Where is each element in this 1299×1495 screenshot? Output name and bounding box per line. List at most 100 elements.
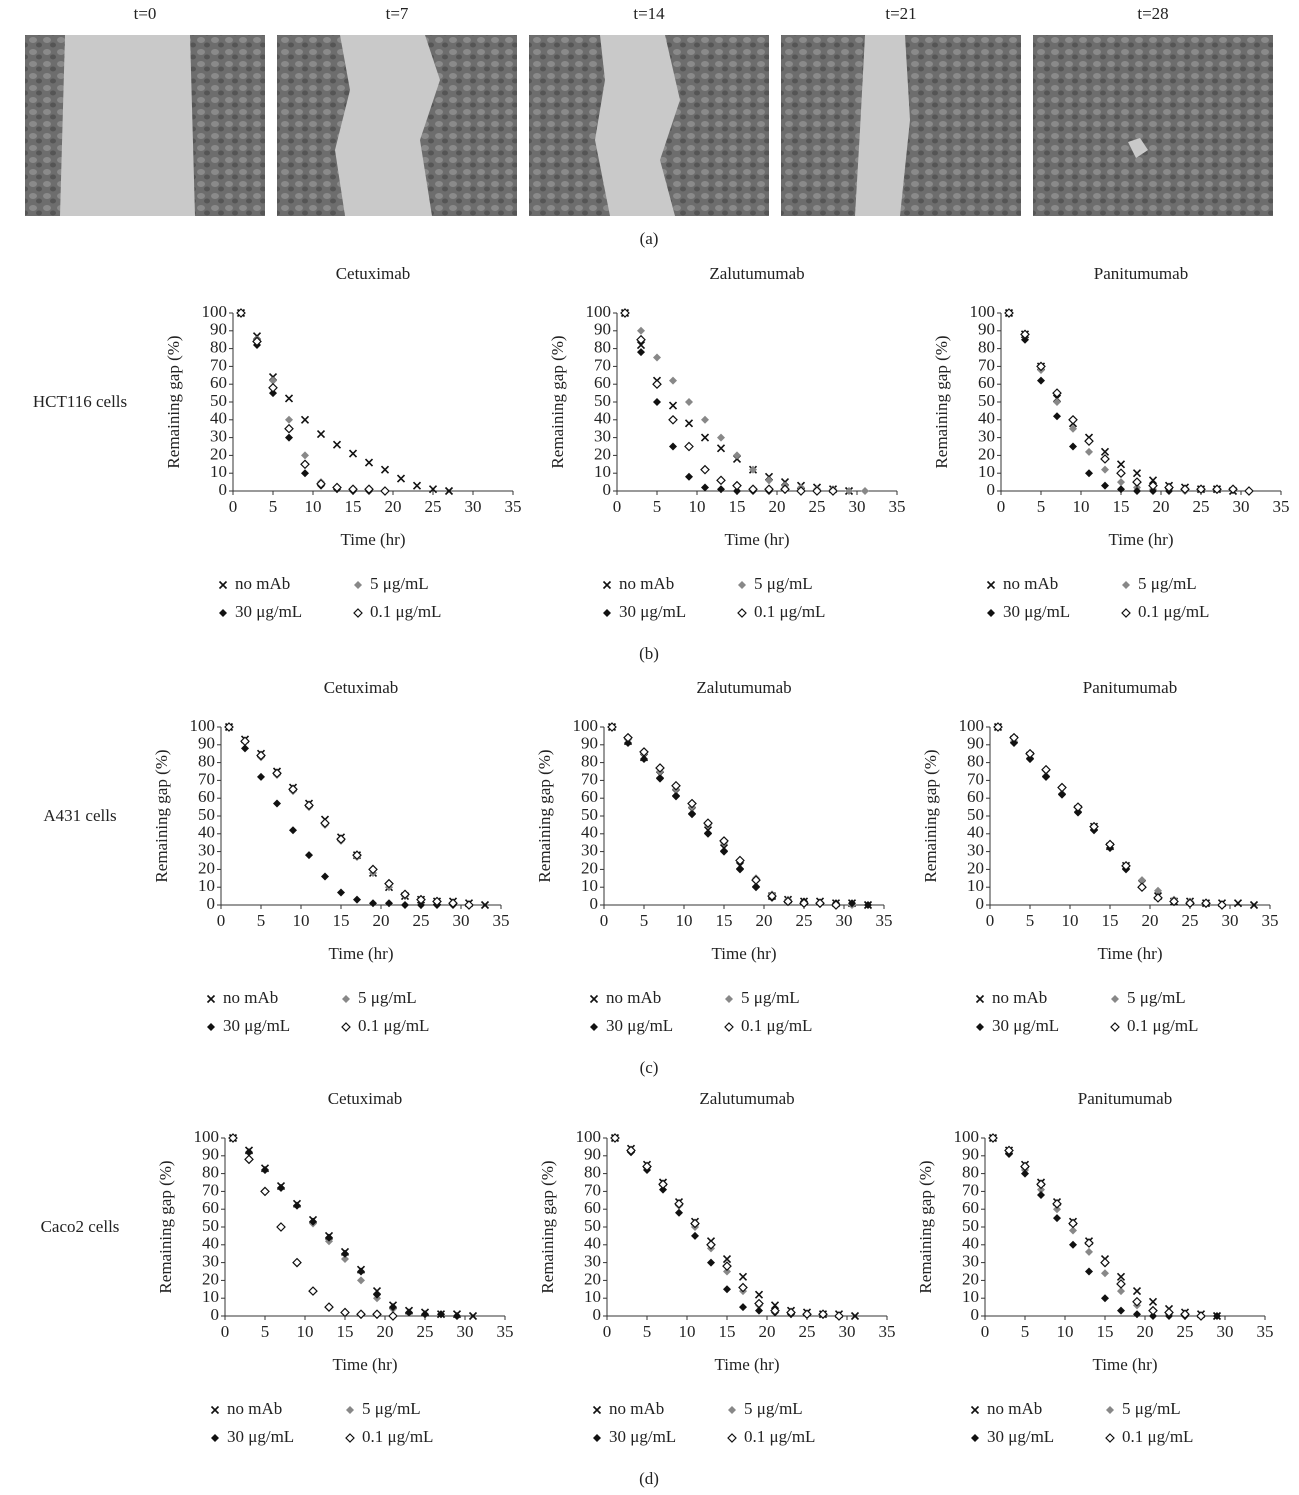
- y-tick-label: 90: [581, 734, 598, 753]
- y-tick-label: 70: [202, 1180, 219, 1199]
- marker: [672, 792, 680, 801]
- marker: [400, 889, 410, 900]
- legend-label: 5 μg/mL: [754, 574, 813, 593]
- x-tick-label: 15: [333, 911, 350, 930]
- legend-marker: [593, 1434, 601, 1442]
- marker: [687, 798, 697, 809]
- legend-marker: [724, 1022, 734, 1032]
- marker: [703, 818, 713, 828]
- marker: [754, 1290, 764, 1299]
- y-tick-label: 90: [962, 1145, 979, 1164]
- y-tick-label: 60: [584, 1198, 601, 1217]
- marker: [373, 1290, 381, 1299]
- y-tick-label: 50: [967, 805, 984, 824]
- legend-label: 30 μg/mL: [992, 1016, 1059, 1035]
- y-tick-label: 100: [573, 716, 599, 735]
- legend-label: no mAb: [609, 1399, 664, 1418]
- marker: [754, 1298, 764, 1309]
- marker: [401, 901, 409, 909]
- y-tick-label: 50: [584, 1216, 601, 1235]
- y-tick-label: 80: [584, 1163, 601, 1182]
- marker: [653, 398, 661, 406]
- marker: [783, 896, 793, 907]
- marker: [1057, 782, 1067, 793]
- marker: [300, 459, 310, 470]
- marker: [241, 744, 249, 753]
- y-tick-label: 60: [978, 373, 995, 392]
- marker: [396, 474, 406, 483]
- marker: [1117, 485, 1125, 494]
- marker: [720, 847, 728, 856]
- marker: [292, 1257, 302, 1268]
- marker: [1148, 480, 1158, 491]
- marker: [717, 433, 725, 442]
- marker: [224, 722, 234, 732]
- marker: [1085, 1267, 1093, 1276]
- legend-label: 5 μg/mL: [744, 1399, 803, 1418]
- legend-marker: [975, 994, 985, 1004]
- marker: [276, 1222, 286, 1232]
- marker: [1073, 802, 1083, 812]
- marker: [674, 1199, 684, 1209]
- legend-marker: [737, 608, 747, 618]
- y-axis-label: Remaining gap (%): [156, 1160, 175, 1293]
- x-tick-label: 35: [1257, 1322, 1274, 1341]
- legend-label: 30 μg/mL: [227, 1427, 294, 1446]
- marker: [245, 1148, 253, 1157]
- marker: [1021, 335, 1029, 344]
- x-tick-label: 10: [1073, 497, 1090, 516]
- legend-label: 5 μg/mL: [358, 988, 417, 1007]
- y-tick-label: 100: [190, 716, 216, 735]
- x-axis-label: Time (hr): [714, 1355, 779, 1374]
- marker: [324, 1302, 334, 1312]
- image-label: t=0: [134, 4, 157, 23]
- marker: [388, 1311, 398, 1321]
- legend-label: no mAb: [619, 574, 674, 593]
- marker: [332, 482, 342, 493]
- marker: [1101, 1294, 1109, 1303]
- y-tick-label: 40: [202, 1234, 219, 1253]
- marker: [288, 784, 298, 795]
- marker: [1154, 886, 1162, 895]
- marker: [802, 1309, 812, 1320]
- marker: [468, 1311, 478, 1321]
- marker: [1069, 1226, 1077, 1235]
- legend-label: 5 μg/mL: [1122, 1399, 1181, 1418]
- marker: [637, 326, 645, 335]
- chart-title: Zalutumumab: [709, 264, 804, 283]
- x-tick-label: 10: [293, 911, 310, 930]
- marker: [1244, 486, 1254, 496]
- y-axis-label: Remaining gap (%): [538, 1160, 557, 1293]
- marker: [256, 750, 266, 761]
- marker: [1105, 839, 1115, 850]
- marker: [348, 484, 358, 495]
- x-tick-label: 10: [1062, 911, 1079, 930]
- legend-label: 5 μg/mL: [741, 988, 800, 1007]
- marker: [707, 1258, 715, 1267]
- x-tick-label: 5: [653, 497, 662, 516]
- marker: [1025, 748, 1035, 759]
- marker: [1116, 460, 1126, 469]
- y-tick-label: 40: [978, 409, 995, 428]
- chart-title: Zalutumumab: [699, 1089, 794, 1108]
- marker: [706, 1239, 716, 1250]
- y-tick-label: 60: [202, 1198, 219, 1217]
- y-tick-label: 20: [584, 1269, 601, 1288]
- marker: [357, 1267, 365, 1276]
- marker: [690, 1218, 700, 1229]
- marker: [716, 475, 726, 486]
- x-tick-label: 5: [640, 911, 649, 930]
- marker: [780, 484, 790, 495]
- marker: [1037, 376, 1045, 385]
- legend-label: no mAb: [235, 574, 290, 593]
- marker: [1132, 1296, 1142, 1307]
- marker: [818, 1309, 828, 1320]
- marker: [348, 449, 358, 458]
- y-tick-label: 20: [210, 444, 227, 463]
- chart-title: Panitumumab: [1078, 1089, 1172, 1108]
- marker: [1132, 1287, 1142, 1296]
- marker: [1085, 447, 1093, 456]
- marker: [416, 894, 426, 905]
- marker: [1100, 454, 1110, 464]
